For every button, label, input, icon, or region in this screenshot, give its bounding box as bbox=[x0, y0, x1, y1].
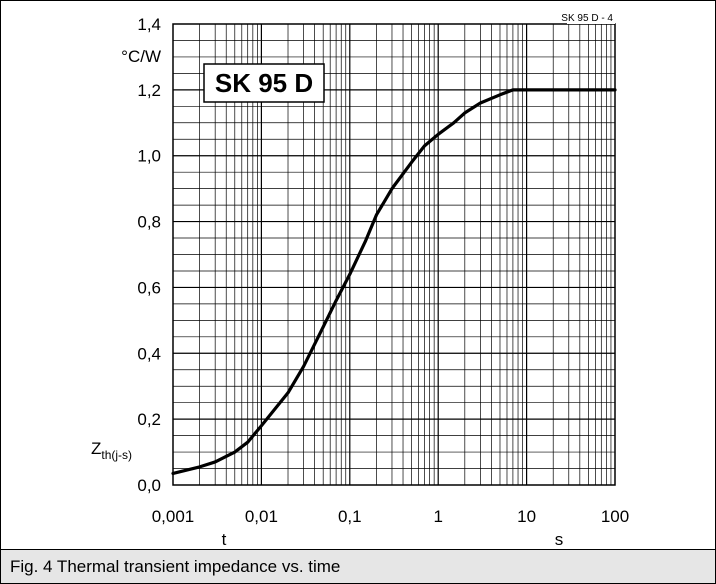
y-tick-labels: 0,0 0,2 0,4 0,6 0,8 1,0 1,2 1,4 bbox=[137, 15, 161, 495]
reference-box bbox=[567, 11, 615, 24]
thermal-impedance-chart: 0,001 0,01 0,1 1 10 100 0,0 0,2 0,4 0,6 0,8 1,0 1,2… bbox=[91, 11, 629, 549]
x-tick-label: 1 bbox=[433, 507, 442, 526]
series-layer bbox=[171, 88, 617, 476]
x-tick-label: 100 bbox=[601, 507, 629, 526]
y-tick-label: 0,8 bbox=[137, 213, 161, 232]
y-tick-label: 0,4 bbox=[137, 344, 161, 363]
reference-label: SK 95 D - 4 bbox=[561, 13, 613, 24]
x-unit: s bbox=[555, 530, 564, 549]
y-axis-label-sub: th(j-s) bbox=[101, 448, 132, 462]
y-tick-label: 0,6 bbox=[137, 278, 161, 297]
x-tick-labels: 0,001 0,01 0,1 1 10 100 bbox=[152, 507, 629, 526]
x-tick-label: 10 bbox=[517, 507, 536, 526]
y-tick-label: 0,0 bbox=[137, 476, 161, 495]
x-tick-label: 0,1 bbox=[338, 507, 362, 526]
y-tick-label: 1,4 bbox=[137, 15, 161, 34]
series-line-0 bbox=[171, 88, 617, 476]
x-tick-label: 0,01 bbox=[245, 507, 278, 526]
plot-border bbox=[172, 23, 616, 486]
y-tick-label: 1,2 bbox=[137, 81, 161, 100]
x-tick-label: 0,001 bbox=[152, 507, 195, 526]
x-axis-label: t bbox=[222, 530, 227, 549]
y-axis-label: Zth(j-s) bbox=[91, 439, 132, 462]
y-tick-label: 0,2 bbox=[137, 410, 161, 429]
y-unit: °C/W bbox=[121, 47, 161, 66]
y-axis-label-main: Z bbox=[91, 439, 101, 458]
title-box bbox=[203, 63, 325, 103]
caption-bar: Fig. 4 Thermal transient impedance vs. t… bbox=[1, 549, 715, 583]
y-tick-label: 1,0 bbox=[137, 147, 161, 166]
chart-title: SK 95 D bbox=[215, 68, 313, 98]
figure-caption: Fig. 4 Thermal transient impedance vs. t… bbox=[10, 557, 341, 576]
